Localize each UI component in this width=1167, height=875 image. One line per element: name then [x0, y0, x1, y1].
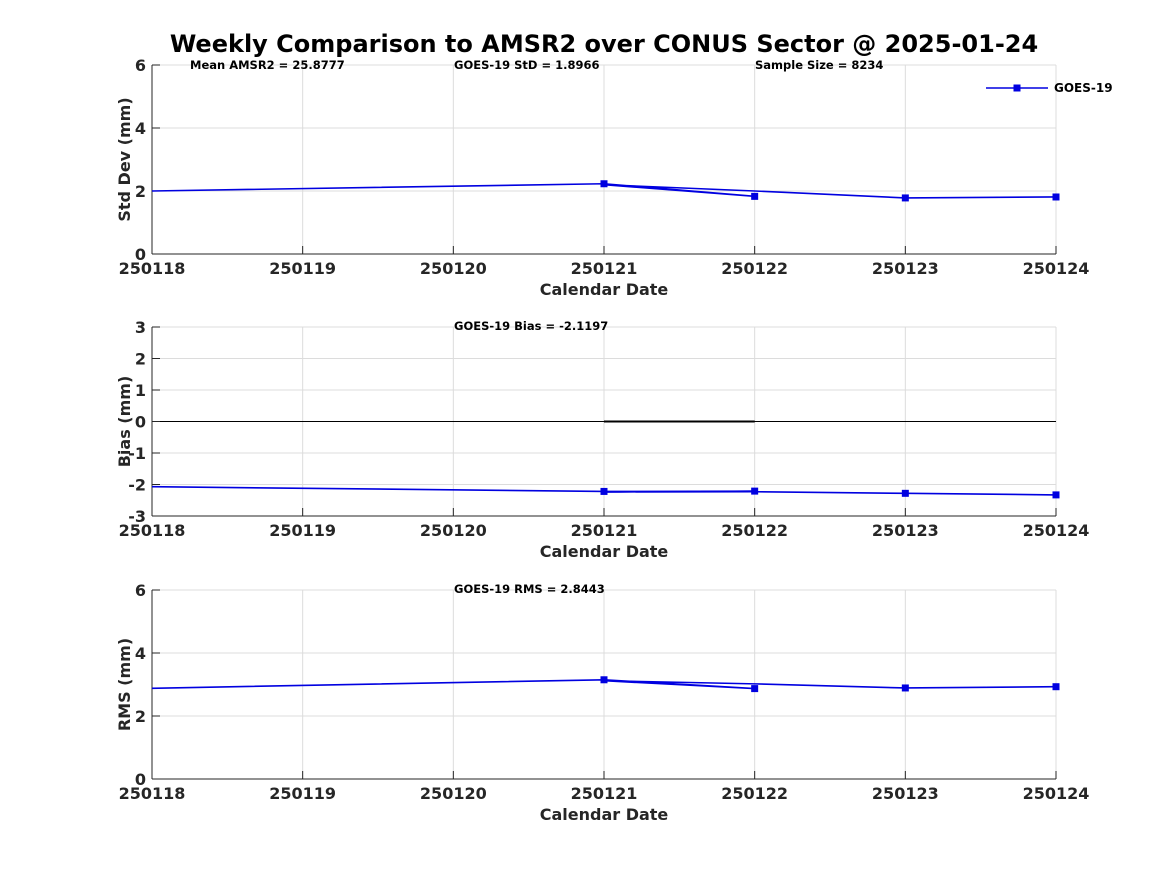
x-tick-label: 250118 [119, 259, 186, 278]
x-tick-label: 250121 [571, 259, 638, 278]
x-tick-label: 250120 [420, 259, 487, 278]
x-tick-label: 250123 [872, 784, 939, 803]
chart-panel-1: 250118 250119 250120 250121 250122 250123 2501… [115, 56, 1089, 299]
data-point [901, 194, 909, 202]
x-tick-label: 250119 [269, 784, 336, 803]
x-tick-label: 250119 [269, 259, 336, 278]
x-tick-label: 250120 [420, 784, 487, 803]
y-tick-label: 0 [135, 413, 146, 432]
data-point [751, 192, 759, 200]
y-tick-label: 6 [135, 56, 146, 75]
stat-annotation: GOES-19 RMS = 2.8443 [454, 582, 605, 596]
y-tick-label: -1 [128, 444, 146, 463]
data-point [600, 487, 608, 495]
x-tick-label: 250120 [420, 521, 487, 540]
x-tick-label: 250119 [269, 521, 336, 540]
legend-label: GOES-19 [1054, 81, 1113, 95]
chart-panel-2: 250118 250119 250120 250121 250122 250123 2501… [115, 318, 1089, 561]
x-tick-label: 250118 [119, 521, 186, 540]
y-tick-label: 2 [135, 707, 146, 726]
figure-title: Weekly Comparison to AMSR2 over CONUS Se… [170, 30, 1038, 58]
y-tick-label: 4 [135, 644, 146, 663]
legend-marker [1013, 84, 1021, 92]
y-tick-label: 3 [135, 318, 146, 337]
x-tick-label: 250122 [721, 784, 788, 803]
data-point [751, 487, 759, 495]
data-point [901, 489, 909, 497]
y-tick-label: 0 [135, 770, 146, 789]
data-point [751, 685, 759, 693]
stat-annotation: Sample Size = 8234 [755, 58, 883, 72]
x-tick-label: 250121 [571, 521, 638, 540]
data-point [600, 180, 608, 188]
x-tick-label: 250118 [119, 784, 186, 803]
data-point [1052, 683, 1060, 691]
data-point [901, 684, 909, 692]
stat-annotation: GOES-19 Bias = -2.1197 [454, 319, 608, 333]
y-tick-label: 4 [135, 119, 146, 138]
stat-annotation: Mean AMSR2 = 25.8777 [190, 58, 345, 72]
y-tick-label: 6 [135, 581, 146, 600]
y-axis-label: Std Dev (mm) [115, 97, 134, 221]
stat-annotation: GOES-19 StD = 1.8966 [454, 58, 599, 72]
data-point [600, 676, 608, 684]
data-point [1052, 193, 1060, 201]
y-tick-label: 2 [135, 350, 146, 369]
x-tick-label: 250122 [721, 521, 788, 540]
x-axis-label: Calendar Date [540, 805, 669, 824]
y-axis-label: RMS (mm) [115, 638, 134, 731]
y-tick-label: -2 [128, 476, 146, 495]
panels: 250118 250119 250120 250121 250122 250123 2501… [115, 56, 1089, 824]
y-axis-label: Bias (mm) [115, 376, 134, 468]
y-tick-label: -3 [128, 507, 146, 526]
x-tick-label: 250122 [721, 259, 788, 278]
x-tick-label: 250121 [571, 784, 638, 803]
x-axis-label: Calendar Date [540, 542, 669, 561]
data-point [1052, 491, 1060, 499]
x-tick-label: 250123 [872, 521, 939, 540]
x-axis-label: Calendar Date [540, 280, 669, 299]
x-tick-label: 250124 [1023, 259, 1090, 278]
x-tick-label: 250124 [1023, 521, 1090, 540]
y-tick-label: 0 [135, 245, 146, 264]
chart-panel-3: 250118 250119 250120 250121 250122 250123 2501… [115, 581, 1089, 824]
y-tick-label: 2 [135, 182, 146, 201]
x-tick-label: 250123 [872, 259, 939, 278]
y-tick-label: 1 [135, 381, 146, 400]
legend: GOES-19 [986, 81, 1113, 95]
x-tick-label: 250124 [1023, 784, 1090, 803]
